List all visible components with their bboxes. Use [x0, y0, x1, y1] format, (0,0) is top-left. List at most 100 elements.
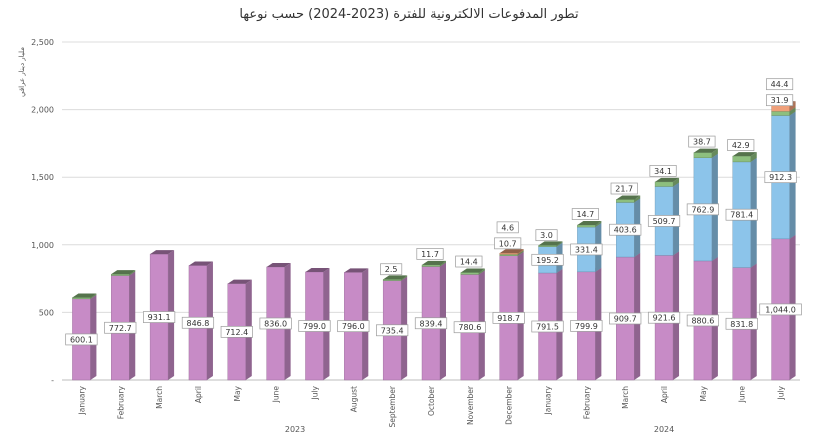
bar-top [538, 241, 563, 246]
bar-top [499, 249, 524, 254]
data-label-box [727, 139, 755, 151]
data-label-box [298, 320, 331, 332]
bar-top [616, 195, 641, 200]
x-tick-label: May [699, 385, 708, 401]
data-label-text: 909.7 [614, 315, 637, 324]
data-label: 880.6 [686, 314, 719, 327]
data-label-box [380, 263, 403, 276]
bar-top [460, 268, 485, 273]
x-tick-label: August [349, 386, 358, 412]
bar-front [499, 252, 518, 255]
data-label-text: 931.1 [148, 313, 171, 322]
y-tick-label: 1,500 [31, 173, 54, 182]
data-label-text: 796.0 [342, 322, 365, 331]
data-label-box [535, 229, 558, 242]
x-tick-label: March [621, 386, 630, 409]
data-label-text: 14.4 [460, 258, 478, 267]
data-label-text: 839.4 [420, 319, 443, 328]
bar-front [771, 110, 790, 116]
bar-front [72, 297, 91, 300]
data-label-text: 880.6 [691, 316, 714, 325]
x-tick-label: June [272, 386, 281, 404]
data-label-text: 799.0 [303, 322, 326, 331]
data-label-text: 11.7 [421, 250, 439, 259]
bar-front [654, 181, 674, 187]
x-tick-label: September [388, 385, 397, 427]
x-tick-label: January [77, 385, 86, 415]
bar-side [440, 260, 446, 267]
data-label-text: 772.7 [109, 324, 132, 333]
data-label: 331.4 [570, 243, 603, 256]
data-label-text: 921.6 [653, 314, 676, 323]
data-label: 780.6 [453, 321, 486, 334]
bar-segment [499, 249, 524, 255]
x-tick-label: November [466, 385, 475, 425]
data-label-box [649, 165, 677, 177]
data-label-box [609, 312, 642, 325]
bar-top [227, 279, 252, 284]
data-label: 3.0 [535, 229, 558, 242]
x-tick-label: October [427, 385, 436, 416]
bar-top [422, 260, 446, 265]
data-label-text: 4.6 [501, 223, 514, 232]
x-tick-label: March [155, 386, 164, 409]
data-label: 21.7 [610, 182, 638, 195]
data-label-box [492, 312, 525, 324]
data-label-box [220, 325, 253, 338]
bar-top [188, 261, 213, 266]
data-label: 14.7 [571, 208, 599, 220]
data-label-box [571, 208, 599, 220]
data-label-box [414, 317, 448, 330]
x-tick-label: December [505, 385, 514, 425]
bar-segment [538, 241, 563, 247]
data-label-text: 2.5 [385, 265, 398, 274]
data-label: 44.4 [766, 78, 794, 91]
year-group-label: 2024 [654, 425, 674, 434]
data-label-text: 31.9 [771, 96, 789, 105]
data-label-text: 780.6 [458, 323, 481, 332]
data-label-box [416, 248, 444, 260]
data-label: 14.4 [455, 255, 483, 268]
data-label: 839.4 [414, 317, 448, 330]
year-group-label: 2023 [285, 425, 305, 434]
data-label-text: 44.4 [771, 80, 789, 89]
data-label: 10.7 [494, 237, 522, 250]
data-label: 712.4 [220, 325, 253, 338]
data-label-text: 509.7 [653, 217, 676, 226]
data-label: 921.6 [647, 311, 681, 324]
data-label-box [376, 324, 409, 337]
bar-front [499, 254, 518, 256]
data-label-box [609, 223, 642, 236]
bar-side [129, 270, 136, 276]
data-label: 931.1 [143, 311, 176, 323]
bars [72, 101, 796, 381]
bar-front [111, 273, 130, 276]
bar-top [383, 275, 408, 280]
bar-side [789, 101, 796, 112]
bar-side [595, 221, 602, 228]
data-label: 846.8 [181, 316, 215, 329]
data-label-text: 14.7 [576, 210, 594, 219]
data-label: 4.6 [496, 221, 519, 234]
bar-segment [421, 260, 446, 267]
bar-segment [616, 195, 641, 203]
bar-side [517, 249, 524, 255]
bar-side [90, 293, 97, 299]
data-label-text: 918.7 [497, 314, 520, 323]
data-label-box [181, 316, 215, 329]
data-label-box [65, 333, 98, 346]
bar-front [460, 272, 480, 275]
x-tick-label: February [116, 385, 125, 419]
bar-segment [460, 268, 485, 275]
bar-top [693, 148, 718, 153]
data-label-box [764, 171, 797, 184]
data-label: 796.0 [337, 320, 370, 333]
data-label-box [570, 320, 603, 332]
bar-side [789, 107, 796, 116]
x-axis-ticks: January February March April May June July Augu… [77, 385, 785, 427]
data-label: 1,044.0 [759, 303, 802, 316]
x-tick-label: January [544, 385, 553, 415]
data-label-box [531, 320, 564, 333]
bar-top [266, 262, 291, 267]
data-label: 799.9 [570, 320, 603, 332]
